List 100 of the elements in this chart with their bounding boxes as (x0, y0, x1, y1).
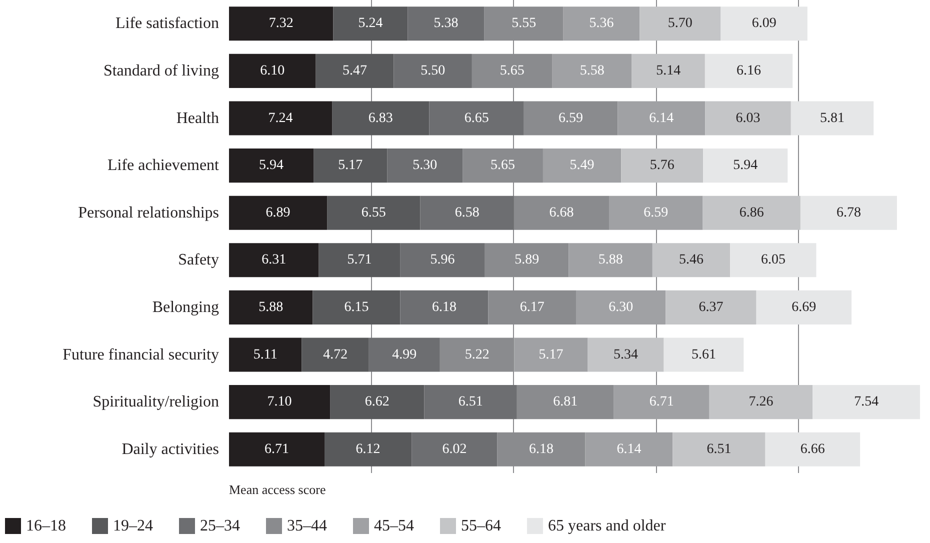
data-label: 5.55 (512, 16, 536, 32)
bar (563, 6, 640, 41)
data-label: 6.05 (760, 252, 786, 268)
data-label: 6.18 (432, 300, 456, 315)
data-label: 6.10 (260, 63, 285, 78)
data-label: 6.69 (792, 300, 816, 315)
bar (568, 243, 652, 278)
bar (408, 6, 484, 41)
bar (316, 54, 394, 88)
bar (614, 385, 710, 420)
y-tick-label: Health (176, 110, 219, 127)
bar (664, 338, 744, 372)
data-label: 6.89 (266, 205, 290, 220)
bar (318, 243, 400, 278)
bar (368, 338, 440, 372)
data-label: 5.88 (598, 252, 623, 268)
data-label: 5.50 (420, 63, 446, 78)
bar (332, 101, 430, 136)
bar (618, 101, 706, 136)
y-tick-label: Future financial security (62, 346, 219, 364)
bar (720, 6, 808, 41)
data-label: 4.72 (323, 347, 348, 362)
bar (229, 290, 313, 324)
legend-label: 16–18 (26, 518, 66, 534)
y-tick-label: Life satisfaction (115, 15, 219, 32)
data-label: 5.47 (342, 63, 367, 78)
bar (585, 432, 673, 466)
bar (709, 385, 813, 420)
y-tick-label: Standard of living (103, 62, 219, 80)
bar (429, 101, 524, 136)
data-label: 6.71 (264, 442, 289, 457)
bar (703, 148, 788, 183)
data-label: 6.81 (553, 394, 578, 410)
data-label: 6.62 (364, 394, 390, 410)
bar (640, 6, 721, 41)
bar (229, 148, 314, 183)
data-label: 5.70 (668, 16, 692, 32)
bar (229, 338, 302, 372)
bar (552, 54, 632, 88)
legend-label: 19–24 (113, 518, 153, 534)
y-tick-label: Life achievement (108, 157, 220, 174)
bar (229, 101, 332, 136)
bar (666, 290, 756, 324)
bar (702, 196, 800, 230)
bar (609, 196, 703, 230)
bar (400, 290, 488, 324)
legend-label: 55–64 (461, 518, 501, 534)
data-label: 7.10 (267, 394, 292, 410)
data-label: 6.51 (458, 394, 483, 410)
data-label: 6.51 (706, 442, 732, 457)
data-label: 6.17 (520, 300, 544, 315)
data-label: 6.31 (262, 252, 286, 268)
bar (302, 338, 369, 372)
data-label: 6.09 (752, 16, 776, 32)
bar (229, 196, 328, 230)
bar (705, 101, 791, 136)
data-label: 5.71 (347, 252, 372, 268)
data-label: 5.58 (580, 63, 604, 78)
data-label: 6.02 (442, 442, 467, 457)
data-label: 5.65 (490, 158, 516, 174)
bar (229, 54, 316, 88)
data-label: 7.54 (854, 394, 879, 410)
data-label: 5.49 (570, 158, 594, 174)
data-label: 5.89 (514, 252, 540, 268)
legend-label: 65 years and older (548, 518, 666, 534)
data-label: 6.58 (454, 205, 480, 220)
y-tick-label: Daily activities (122, 440, 219, 458)
x-axis-title: Mean access score (229, 482, 326, 497)
data-label: 5.30 (412, 158, 438, 174)
data-label: 5.36 (589, 16, 614, 32)
data-label: 6.59 (644, 205, 668, 220)
bar (704, 54, 793, 88)
bar (394, 54, 472, 88)
data-label: 6.66 (800, 442, 825, 457)
bar (765, 432, 860, 466)
data-label: 5.17 (538, 347, 564, 362)
bar (524, 101, 618, 136)
data-label: 6.65 (464, 110, 489, 126)
bar (800, 196, 897, 230)
data-label: 5.46 (679, 252, 704, 268)
y-tick-label: Spirituality/religion (92, 394, 219, 411)
data-label: 6.15 (344, 300, 369, 315)
y-tick-label: Belonging (152, 298, 219, 316)
data-label: 5.96 (430, 252, 455, 268)
bar (812, 385, 920, 420)
data-label: 6.37 (698, 300, 724, 315)
data-label: 6.14 (616, 442, 642, 457)
legend-label: 35–44 (287, 518, 327, 534)
bar (790, 101, 874, 136)
data-label: 7.32 (268, 16, 294, 32)
data-label: 5.94 (733, 158, 758, 174)
data-label: 6.30 (608, 300, 634, 315)
bar (588, 338, 664, 372)
bar (312, 290, 400, 324)
data-label: 7.24 (268, 110, 293, 126)
bar (652, 243, 730, 278)
bar (333, 6, 408, 41)
data-label: 7.26 (748, 394, 774, 410)
data-label: 5.81 (820, 110, 845, 126)
y-tick-label: Personal relationships (78, 204, 219, 222)
